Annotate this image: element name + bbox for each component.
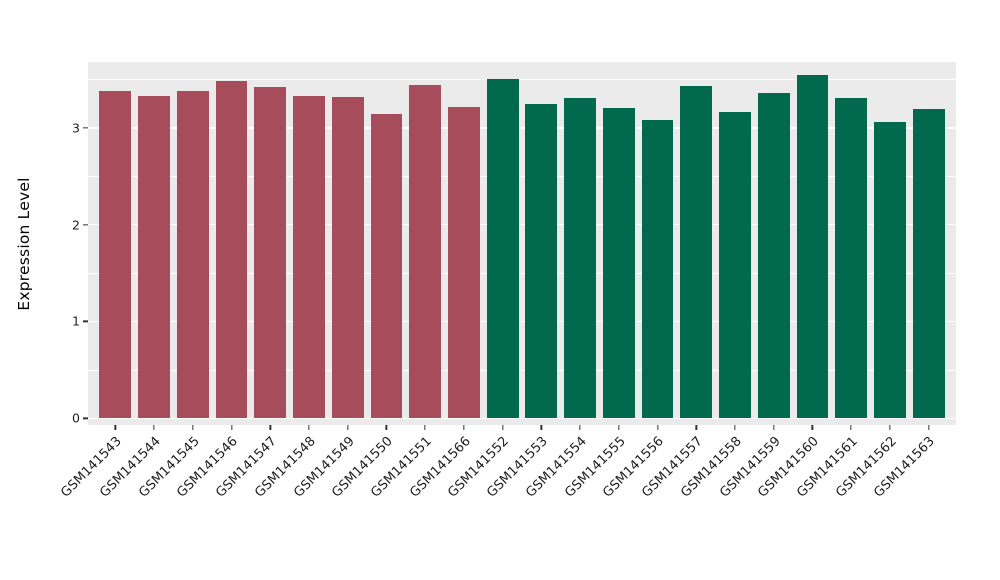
major-gridline — [88, 127, 956, 129]
x-tick-mark — [501, 425, 504, 430]
bar-GSM141558 — [719, 112, 751, 419]
minor-gridline — [88, 79, 956, 81]
major-gridline — [88, 223, 956, 226]
major-gridline — [88, 320, 956, 323]
x-tick-mark — [153, 425, 155, 430]
x-tick-mark — [850, 425, 852, 430]
major-gridline — [88, 417, 956, 419]
x-tick-mark — [230, 425, 233, 430]
minor-gridline — [88, 176, 956, 177]
bar-GSM141551 — [409, 85, 442, 419]
x-tick-mark — [192, 425, 194, 430]
bar-GSM141548 — [293, 95, 325, 419]
x-tick-mark — [269, 425, 271, 430]
bar-GSM141555 — [602, 108, 635, 419]
bar-GSM141562 — [874, 122, 906, 419]
minor-gridline — [88, 273, 956, 274]
x-tick-mark — [773, 425, 775, 430]
x-tick-mark — [811, 425, 814, 430]
x-tick-mark — [385, 425, 388, 430]
plot-area — [88, 62, 956, 425]
x-tick-mark — [927, 425, 930, 430]
x-tick-mark — [656, 425, 659, 430]
x-tick-mark — [308, 425, 310, 430]
x-tick-mark — [463, 425, 465, 430]
bar-GSM141545 — [176, 91, 209, 419]
y-tick-label: 1 — [72, 313, 80, 329]
bar-GSM141566 — [448, 107, 480, 419]
bar-GSM141543 — [99, 91, 132, 419]
y-tick-mark — [83, 223, 88, 226]
bar-GSM141552 — [486, 79, 519, 419]
bar-GSM141554 — [564, 97, 596, 419]
bar-GSM141553 — [525, 103, 558, 419]
x-tick-mark — [618, 425, 620, 430]
x-tick-mark — [424, 425, 426, 430]
bar-GSM141556 — [641, 120, 674, 419]
bar-GSM141559 — [757, 92, 790, 419]
y-axis-title: Expression Level — [15, 177, 33, 311]
x-tick-mark — [114, 425, 117, 430]
y-tick-label: 3 — [72, 120, 80, 136]
y-tick-mark — [83, 417, 88, 419]
x-tick-mark — [695, 425, 697, 430]
y-tick-label: 0 — [72, 410, 80, 426]
bar-GSM141550 — [370, 114, 403, 419]
x-tick-mark — [579, 425, 581, 430]
x-tick-mark — [540, 425, 543, 430]
bar-GSM141546 — [215, 81, 248, 419]
bar-GSM141557 — [680, 86, 713, 419]
y-tick-label: 2 — [72, 217, 80, 233]
y-tick-mark — [83, 127, 88, 129]
bar-GSM141549 — [331, 96, 364, 419]
y-tick-mark — [83, 320, 88, 323]
bar-GSM141561 — [835, 97, 868, 419]
x-tick-mark — [889, 425, 891, 430]
bar-GSM141563 — [912, 109, 945, 419]
bar-GSM141560 — [796, 74, 829, 419]
bar-GSM141544 — [138, 95, 170, 419]
x-tick-mark — [734, 425, 736, 430]
minor-gridline — [88, 369, 956, 371]
bar-GSM141547 — [254, 87, 287, 419]
x-tick-mark — [347, 425, 349, 430]
